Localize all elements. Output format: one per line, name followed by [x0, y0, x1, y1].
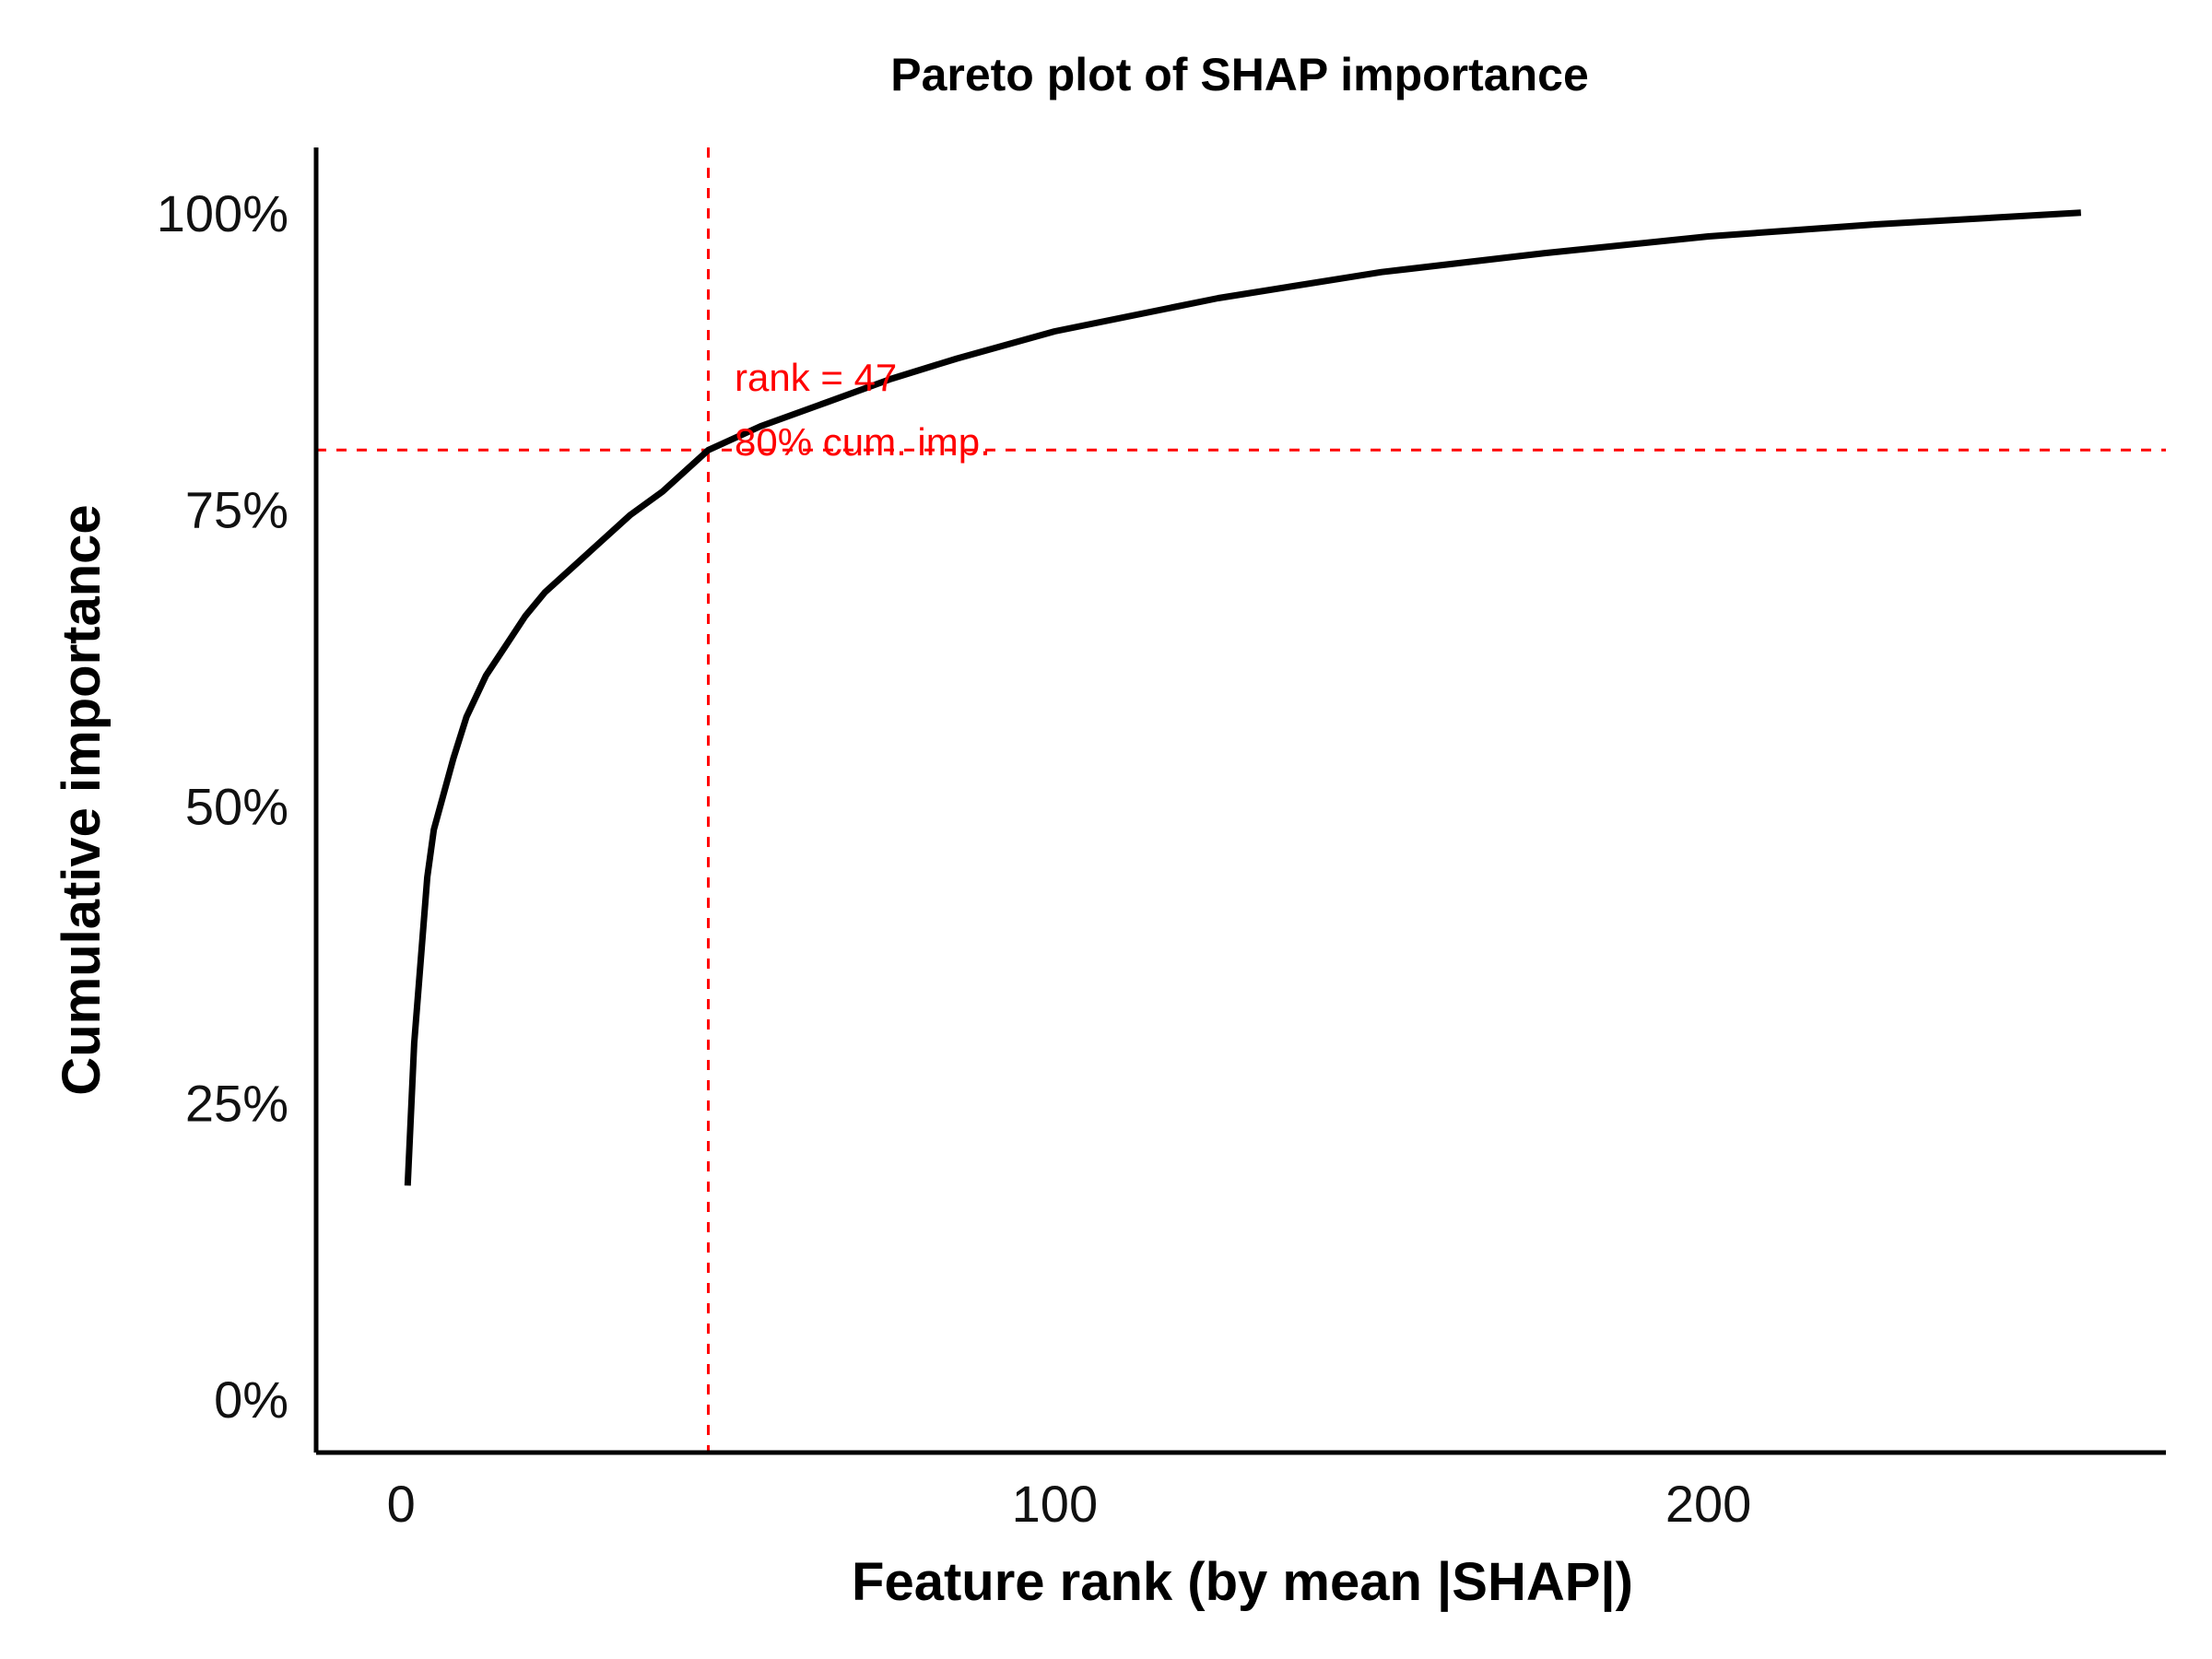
x-tick-label: 200 [1665, 1475, 1751, 1533]
y-tick-label: 100% [157, 184, 288, 242]
chart-title: Pareto plot of SHAP importance [890, 49, 1589, 100]
annotation-cum-imp: 80% cum. imp. [735, 420, 991, 464]
x-tick-label: 100 [1012, 1475, 1098, 1533]
x-tick-label: 0 [387, 1475, 416, 1533]
y-axis-title: Cumulative importance [52, 504, 112, 1095]
x-axis-title: Feature rank (by mean |SHAP|) [852, 1552, 1633, 1612]
y-tick-label: 75% [185, 481, 288, 539]
reference-lines [316, 147, 2166, 1453]
annotation-rank: rank = 47 [735, 356, 897, 399]
y-tick-label: 0% [214, 1371, 288, 1429]
series-line-0 [404, 209, 2081, 1186]
y-tick-label: 50% [185, 777, 288, 835]
series-group [404, 209, 2081, 1186]
x-tick-labels: 0 100 200 [387, 1475, 1752, 1533]
y-tick-label: 25% [185, 1074, 288, 1132]
y-tick-labels: 0% 25% 50% 75% 100% [157, 184, 288, 1429]
